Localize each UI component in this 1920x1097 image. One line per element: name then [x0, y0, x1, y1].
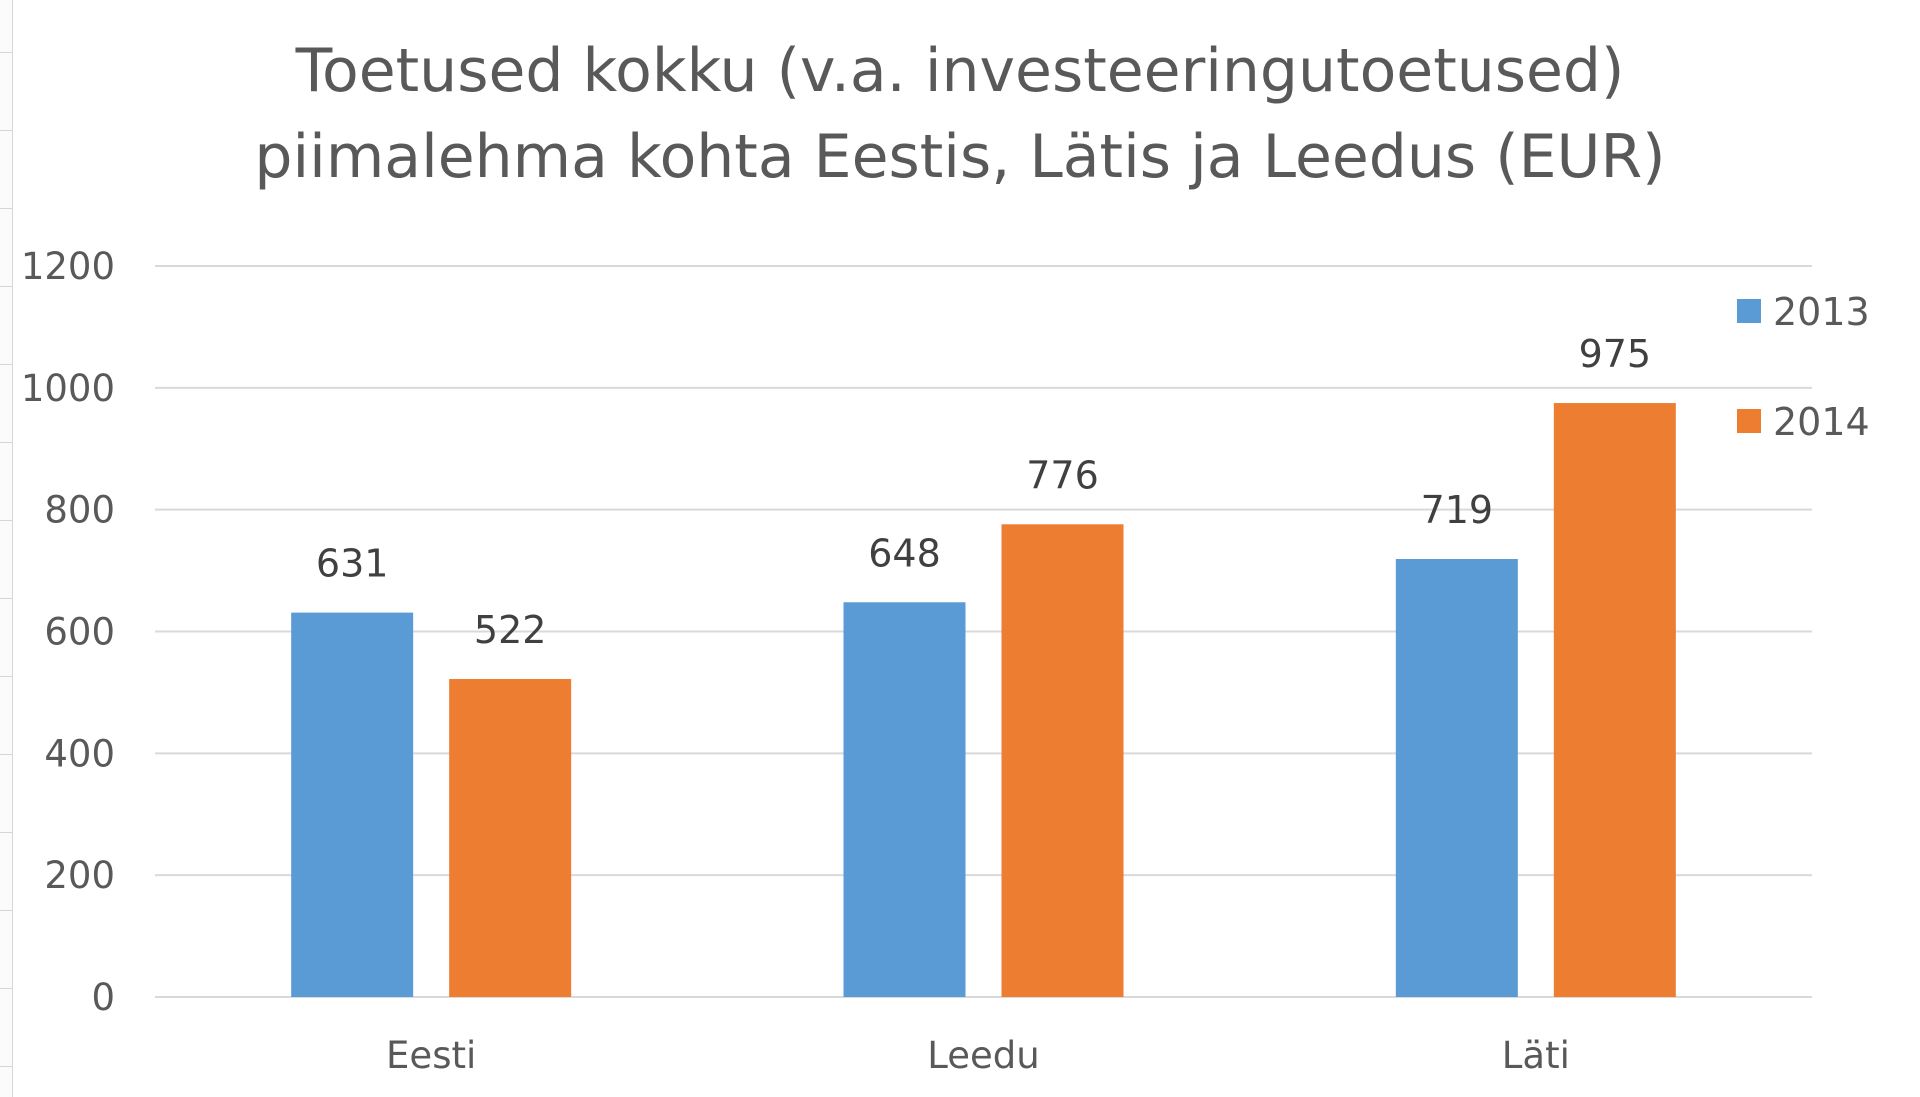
row-divider: [0, 130, 12, 131]
gridlines: [155, 265, 1812, 998]
data-label: 776: [1026, 453, 1099, 497]
legend-label: 2013: [1773, 290, 1870, 334]
data-label: 648: [868, 531, 941, 575]
legend-swatch-2013: [1737, 299, 1761, 323]
row-divider: [0, 520, 12, 521]
y-axis-ticks: 0 200 400 600 800 1000 1200: [21, 245, 115, 1019]
y-tick-label: 1000: [21, 367, 115, 410]
legend-swatch-2014: [1737, 409, 1761, 433]
bar-läti-2013: [1395, 559, 1518, 997]
chart-title-line-1: Toetused kokku (v.a. investeeringutoetus…: [295, 36, 1625, 106]
row-divider: [0, 988, 12, 989]
y-tick-label: 1200: [21, 245, 115, 288]
y-tick-label: 0: [91, 976, 115, 1019]
legend: 2013 2014: [1737, 290, 1870, 444]
data-label: 975: [1579, 332, 1652, 376]
data-label: 631: [316, 542, 389, 586]
x-axis-ticks: Eesti Leedu Läti: [386, 1034, 1570, 1077]
x-tick-label: Leedu: [927, 1034, 1039, 1077]
row-divider: [0, 598, 12, 599]
bar-eesti-2013: [291, 612, 414, 997]
spreadsheet-row-edge: [0, 0, 13, 1097]
row-divider: [0, 442, 12, 443]
data-label: 719: [1421, 488, 1494, 532]
bar-läti-2014: [1553, 403, 1676, 997]
bars: [291, 403, 1676, 997]
row-divider: [0, 286, 12, 287]
y-tick-label: 400: [44, 732, 115, 775]
row-divider: [0, 52, 12, 53]
row-divider: [0, 208, 12, 209]
y-tick-label: 600: [44, 611, 115, 654]
y-tick-label: 200: [44, 854, 115, 897]
row-divider: [0, 910, 12, 911]
bar-leedu-2013: [843, 602, 966, 997]
bar-eesti-2014: [449, 679, 572, 997]
row-divider: [0, 364, 12, 365]
data-labels: 631 522 648 776 719 975: [316, 332, 1651, 652]
bar-leedu-2014: [1001, 524, 1124, 997]
row-divider: [0, 832, 12, 833]
chart-title-line-2: piimalehma kohta Eestis, Lätis ja Leedus…: [254, 122, 1666, 192]
row-divider: [0, 754, 12, 755]
chart-title: Toetused kokku (v.a. investeeringutoetus…: [140, 28, 1780, 200]
row-divider: [0, 1066, 12, 1067]
row-divider: [0, 676, 12, 677]
y-tick-label: 800: [44, 489, 115, 532]
x-tick-label: Läti: [1502, 1034, 1570, 1077]
legend-label: 2014: [1773, 400, 1870, 444]
x-tick-label: Eesti: [386, 1034, 476, 1077]
data-label: 522: [474, 608, 547, 652]
